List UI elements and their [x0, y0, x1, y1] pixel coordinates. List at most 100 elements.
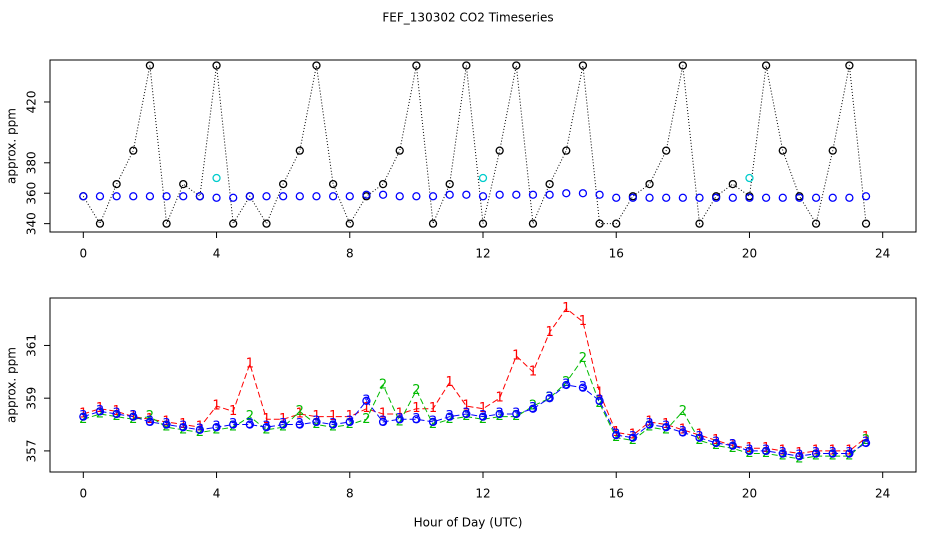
point-symbol: 2: [845, 449, 853, 464]
point: [345, 219, 354, 228]
point-symbol: 3: [612, 428, 620, 443]
point: [645, 193, 654, 202]
point: [478, 219, 488, 228]
x-axis-label: Hour of Day (UTC): [414, 516, 523, 530]
point: [112, 179, 121, 189]
point: [79, 412, 88, 421]
point-symbol: 1: [212, 399, 220, 414]
point-symbol: 2: [412, 383, 420, 398]
point: [129, 192, 138, 201]
point: [761, 193, 771, 202]
point: [695, 193, 704, 202]
point-symbol: 3: [162, 417, 170, 432]
x-tick-label: 16: [609, 247, 624, 261]
point: [445, 179, 454, 189]
point-symbol: 1: [396, 407, 404, 422]
point-symbol: 3: [196, 422, 204, 437]
point: [145, 192, 155, 201]
point-symbol: 1: [446, 375, 454, 390]
point: [528, 190, 538, 199]
point-symbol: 1: [296, 407, 304, 422]
point-symbol: 3: [262, 420, 270, 435]
point-symbol: 1: [695, 428, 703, 443]
point: [761, 61, 771, 70]
point-symbol: 1: [645, 414, 653, 429]
point: [328, 420, 338, 429]
point: [761, 446, 771, 456]
point: [562, 189, 571, 198]
point-symbol: 1: [162, 414, 170, 429]
point-symbol: 1: [779, 443, 787, 458]
point: [478, 192, 488, 201]
point-symbol: 1: [129, 409, 137, 424]
point-symbol: 1: [229, 404, 237, 419]
point-symbol: 2: [229, 420, 237, 435]
point-symbol: 3: [296, 417, 304, 432]
point: [528, 404, 538, 413]
point-symbol: 3: [462, 407, 470, 422]
point-symbol: 1: [462, 399, 470, 414]
plot-frame: [49, 59, 917, 233]
point: [612, 193, 621, 202]
point-symbol: 3: [312, 414, 320, 429]
point: [462, 190, 471, 199]
point-symbol: 3: [595, 393, 603, 408]
point: [229, 219, 238, 228]
x-tick-label: 0: [79, 247, 87, 261]
point: [495, 146, 504, 155]
point: [295, 420, 304, 429]
point-symbol: 2: [112, 409, 120, 424]
point: [545, 394, 554, 403]
point-symbol: 1: [712, 433, 720, 448]
point: [745, 173, 754, 183]
point-symbol: 2: [96, 407, 104, 422]
x-tick-label: 24: [875, 247, 890, 261]
point: [795, 193, 804, 202]
point: [595, 190, 604, 199]
point: [395, 415, 404, 424]
point-symbol: 3: [146, 414, 154, 429]
y-tick-label: 359: [25, 387, 39, 410]
point: [279, 192, 288, 201]
point: [345, 192, 354, 201]
y-axis-label: approx. ppm: [5, 347, 19, 423]
point: [262, 192, 271, 201]
x-tick-label: 4: [213, 247, 221, 261]
point: [562, 146, 571, 155]
point-symbol: 3: [246, 417, 254, 432]
point: [412, 61, 421, 70]
point: [195, 192, 205, 201]
point-symbol: 1: [629, 428, 637, 443]
point-symbol: 1: [595, 385, 603, 400]
point-symbol: 3: [579, 380, 587, 395]
point-symbol: 2: [146, 409, 154, 424]
point-symbol: 3: [645, 417, 653, 432]
point-symbol: 2: [462, 409, 470, 424]
point-symbol: 3: [762, 443, 770, 458]
point-symbol: 1: [346, 409, 354, 424]
point: [628, 433, 638, 442]
x-tick-label: 12: [475, 487, 490, 501]
point: [861, 192, 871, 201]
point-symbol: 3: [179, 420, 187, 435]
y-tick-label: 357: [25, 439, 39, 462]
point: [312, 61, 321, 70]
point-symbol: 3: [429, 414, 437, 429]
point-symbol: 3: [396, 412, 404, 427]
point-symbol: 3: [329, 417, 337, 432]
point-symbol: 3: [279, 417, 287, 432]
point-symbol: 2: [129, 412, 137, 427]
point: [328, 192, 338, 201]
point-symbol: 3: [512, 407, 520, 422]
point-symbol: 3: [845, 446, 853, 461]
point-symbol: 1: [762, 441, 770, 456]
point-symbol: 1: [312, 409, 320, 424]
point: [612, 219, 621, 228]
point-symbol: 3: [712, 436, 720, 451]
point-symbol: 2: [429, 417, 437, 432]
series-line: [82, 65, 867, 226]
point-symbol: 2: [79, 412, 87, 427]
point: [445, 190, 454, 199]
x-tick-label: 20: [742, 487, 757, 501]
